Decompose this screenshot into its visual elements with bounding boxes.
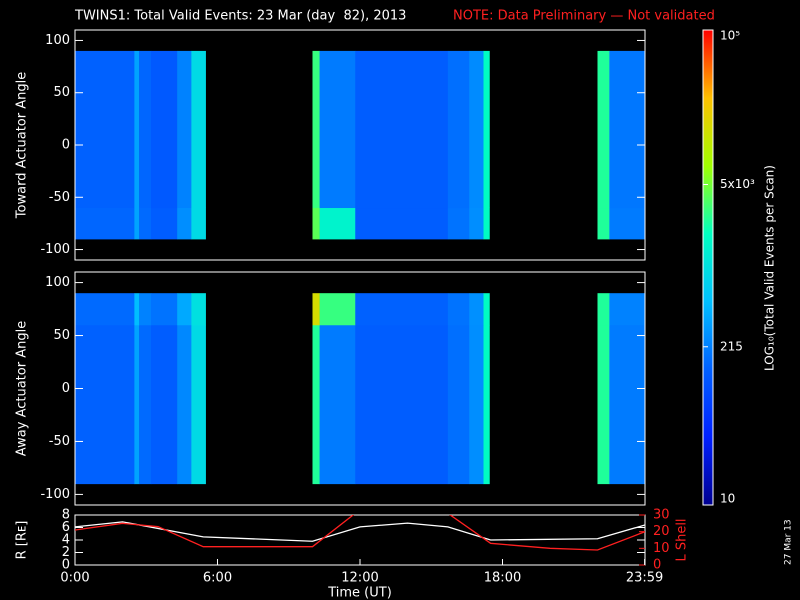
heatmap-cell bbox=[312, 50, 320, 209]
heatmap-cell bbox=[469, 324, 484, 485]
y-tick-label: -100 bbox=[40, 242, 70, 257]
heatmap-cell bbox=[319, 324, 356, 485]
colorbar-label: LOG₁₀(Total Valid Events per Scan) bbox=[763, 165, 777, 371]
y2-tick-label: 30 bbox=[653, 508, 670, 523]
note: NOTE: Data Preliminary — Not validated bbox=[453, 9, 715, 24]
y2-tick-label: 10 bbox=[653, 541, 670, 556]
heatmap-cell bbox=[134, 293, 140, 326]
heatmap-cell bbox=[609, 50, 646, 209]
y-tick-label: 6 bbox=[62, 520, 70, 535]
y-tick-label: 0 bbox=[62, 381, 70, 396]
heatmap-cell bbox=[447, 293, 470, 326]
heatmap-cell bbox=[191, 50, 206, 209]
heatmap-cell bbox=[597, 50, 610, 209]
y-axis-label: Away Actuator Angle bbox=[15, 321, 30, 456]
heatmap-cell bbox=[151, 293, 178, 326]
heatmap-cell bbox=[75, 324, 135, 485]
heatmap-cell bbox=[355, 50, 449, 209]
y-tick-label: 0 bbox=[62, 558, 70, 573]
heatmap-cell bbox=[469, 50, 484, 209]
heatmap-cell bbox=[597, 207, 610, 240]
heatmap-cell bbox=[319, 293, 356, 326]
heatmap-cell bbox=[134, 324, 140, 485]
heatmap-cell bbox=[355, 207, 449, 240]
y-tick-label: 50 bbox=[53, 328, 70, 343]
heatmap-cell bbox=[483, 207, 490, 240]
heatmap-cell bbox=[597, 324, 610, 485]
heatmap-cell bbox=[469, 207, 484, 240]
heatmap-cell bbox=[134, 207, 140, 240]
panel-frame bbox=[74, 514, 646, 566]
line-series bbox=[75, 521, 645, 542]
heatmap-cell bbox=[177, 293, 192, 326]
heatmap-cell bbox=[609, 207, 646, 240]
heatmap-cell bbox=[177, 324, 192, 485]
heatmap-cell bbox=[75, 293, 135, 326]
heatmap-cell bbox=[177, 207, 192, 240]
heatmap-cell bbox=[312, 324, 320, 485]
y-tick-label: -50 bbox=[49, 434, 70, 449]
colorbar-tick-label: 5x10³ bbox=[720, 177, 755, 191]
y-axis-label: Toward Actuator Angle bbox=[15, 72, 30, 219]
heatmap-cell bbox=[447, 324, 470, 485]
y-tick-label: 2 bbox=[62, 545, 70, 560]
y-tick-label: -100 bbox=[40, 487, 70, 502]
heatmap-cell bbox=[609, 324, 646, 485]
y-tick-label: 0 bbox=[62, 138, 70, 153]
y2-tick-label: 0 bbox=[653, 558, 661, 573]
heatmap-cell bbox=[355, 293, 449, 326]
x-tick-label: 0:00 bbox=[60, 571, 89, 586]
x-tick-label: 23:59 bbox=[626, 571, 663, 586]
y-tick-label: 100 bbox=[45, 33, 70, 48]
x-axis-label: Time (UT) bbox=[327, 586, 392, 600]
heatmap-cell bbox=[447, 50, 470, 209]
heatmap-cell bbox=[191, 324, 206, 485]
y-axis-label: R [Rᴇ] bbox=[15, 521, 30, 560]
line-series bbox=[75, 515, 645, 551]
y-tick-label: -50 bbox=[49, 190, 70, 205]
heatmap-cell bbox=[597, 293, 610, 326]
heatmap-cell bbox=[319, 207, 356, 240]
heatmap-cell bbox=[312, 293, 320, 326]
y2-axis-label: L Shell bbox=[675, 518, 690, 561]
heatmap-cell bbox=[151, 324, 178, 485]
heatmap-cell bbox=[139, 293, 152, 326]
heatmap-cell bbox=[134, 50, 140, 209]
y-tick-label: 50 bbox=[53, 85, 70, 100]
colorbar-tick-label: 10 bbox=[720, 492, 735, 506]
y-tick-label: 8 bbox=[62, 508, 70, 523]
y-tick-label: 4 bbox=[62, 533, 70, 548]
x-tick-label: 18:00 bbox=[484, 571, 521, 586]
heatmap-cell bbox=[483, 293, 490, 326]
heatmap-cell bbox=[483, 50, 490, 209]
heatmap-cell bbox=[469, 293, 484, 326]
chart-title: TWINS1: Total Valid Events: 23 Mar (day … bbox=[74, 9, 406, 24]
heatmap-cell bbox=[483, 324, 490, 485]
colorbar-tick-label: 10⁵ bbox=[720, 29, 740, 43]
x-tick-label: 12:00 bbox=[341, 571, 378, 586]
colorbar bbox=[702, 29, 714, 506]
heatmap-cell bbox=[151, 50, 178, 209]
heatmap-cell bbox=[355, 324, 449, 485]
heatmap-cell bbox=[139, 324, 152, 485]
heatmap-cell bbox=[177, 50, 192, 209]
heatmap-cell bbox=[319, 50, 356, 209]
heatmap-cell bbox=[75, 207, 135, 240]
heatmap-cell bbox=[139, 207, 152, 240]
heatmap-cell bbox=[609, 293, 646, 326]
heatmap-cell bbox=[191, 207, 206, 240]
heatmap-cell bbox=[312, 207, 320, 240]
heatmap-cell bbox=[75, 50, 135, 209]
heatmap-cell bbox=[447, 207, 470, 240]
y2-tick-label: 20 bbox=[653, 524, 670, 539]
heatmap-cell bbox=[191, 293, 206, 326]
colorbar-tick-label: 215 bbox=[720, 339, 743, 353]
heatmap-cell bbox=[139, 50, 152, 209]
heatmap-cell bbox=[151, 207, 178, 240]
footer-date: 27 Mar 13 bbox=[784, 519, 794, 565]
x-tick-label: 6:00 bbox=[203, 571, 232, 586]
y-tick-label: 100 bbox=[45, 275, 70, 290]
